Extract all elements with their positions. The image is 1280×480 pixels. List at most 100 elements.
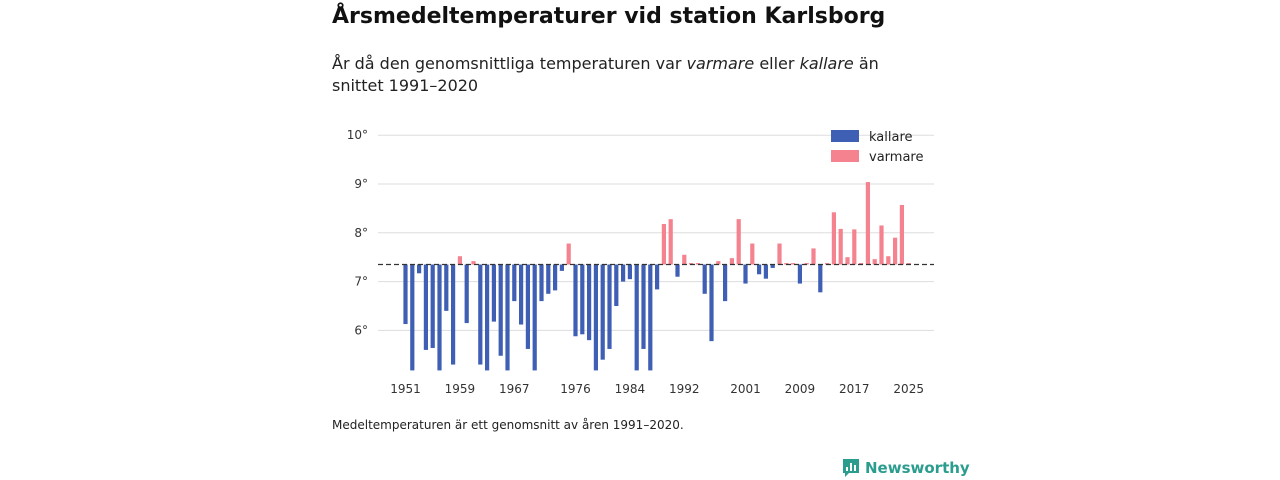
bar-cold xyxy=(648,264,653,371)
bar-cold xyxy=(702,264,707,294)
bar-warm xyxy=(906,263,911,265)
subtitle-warm-word: varmare xyxy=(686,54,755,73)
bar-cold xyxy=(675,264,680,277)
bar-cold xyxy=(757,264,762,275)
bar-cold xyxy=(532,264,537,371)
bar-cold xyxy=(770,264,775,268)
bar-cold xyxy=(723,264,728,302)
bar-cold xyxy=(818,264,823,293)
bar-cold xyxy=(403,264,408,325)
bar-warm xyxy=(811,248,816,265)
bar-cold xyxy=(553,264,558,291)
legend-swatch-warm xyxy=(831,150,859,162)
footnote: Medeltemperaturen är ett genomsnitt av å… xyxy=(332,418,684,432)
bar-warm xyxy=(852,229,857,265)
bar-cold xyxy=(444,264,449,311)
bar-warm xyxy=(804,263,809,265)
bar-cold xyxy=(627,264,632,280)
chart-subtitle: År då den genomsnittliga temperaturen va… xyxy=(332,53,932,97)
bar-warm xyxy=(893,237,898,265)
bar-cold xyxy=(423,264,428,350)
bar-cold xyxy=(525,264,530,349)
x-tick-label: 1959 xyxy=(445,382,476,396)
bar-cold xyxy=(593,264,598,371)
bar-cold xyxy=(546,264,551,294)
subtitle-suffix: än snittet 1991–2020 xyxy=(332,54,879,95)
bar-cold xyxy=(614,264,619,306)
bar-cold xyxy=(539,264,544,302)
bar-cold xyxy=(512,264,517,302)
bar-warm xyxy=(879,225,884,265)
bar-warm xyxy=(689,263,694,265)
subtitle-prefix: År då den genomsnittliga temperaturen va… xyxy=(332,54,682,73)
x-tick-label: 2001 xyxy=(730,382,761,396)
bar-cold xyxy=(797,264,802,284)
bar-cold xyxy=(559,264,564,271)
bar-cold xyxy=(607,264,612,349)
chart-title: Årsmedeltemperaturer vid station Karlsbo… xyxy=(332,4,886,29)
bar-cold xyxy=(417,264,422,274)
bar-cold xyxy=(410,264,415,371)
bar-warm xyxy=(668,219,673,265)
bar-cold xyxy=(430,264,435,348)
bar-warm xyxy=(872,259,877,265)
bar-cold xyxy=(621,264,626,282)
bar-cold xyxy=(587,264,592,341)
bar-cold xyxy=(519,264,524,325)
bar-warm xyxy=(859,263,864,265)
bar-warm xyxy=(886,256,891,265)
temperature-bar-chart: 6° 7° 8° 9° 10° 1951 1959 1967 1976 1984 1992 2001 2… xyxy=(347,128,934,396)
subtitle-or: eller xyxy=(759,54,795,73)
bar-warm xyxy=(729,258,734,265)
bar-cold xyxy=(451,264,456,365)
bar-warm xyxy=(777,243,782,265)
legend-label-cold: kallare xyxy=(869,130,913,145)
bar-warm xyxy=(838,228,843,265)
bar-warm xyxy=(825,263,830,265)
bar-warm xyxy=(695,263,700,265)
brand-logo[interactable]: Newsworthy xyxy=(842,458,970,478)
x-tick-label: 2009 xyxy=(785,382,816,396)
bar-warm xyxy=(457,256,462,265)
bar-warm xyxy=(784,263,789,265)
bar-cold xyxy=(580,264,585,335)
x-tick-label: 1967 xyxy=(499,382,530,396)
bar-cold xyxy=(464,264,469,324)
bar-warm xyxy=(865,182,870,265)
bar-warm xyxy=(899,204,904,265)
legend-label-warm: varmare xyxy=(869,150,923,165)
bar-warm xyxy=(566,243,571,265)
legend-swatch-cold xyxy=(831,130,859,142)
bar-cold xyxy=(491,264,496,322)
bar-cold xyxy=(634,264,639,371)
bar-warm xyxy=(831,212,836,265)
bar-warm xyxy=(661,224,666,265)
bar-cold xyxy=(505,264,510,371)
y-tick-label: 6° xyxy=(354,323,368,337)
bar-cold xyxy=(655,264,660,290)
x-tick-label: 1951 xyxy=(390,382,421,396)
bar-cold xyxy=(437,264,442,371)
x-tick-label: 1984 xyxy=(615,382,646,396)
x-tick-label: 1976 xyxy=(560,382,591,396)
y-tick-label: 10° xyxy=(347,128,368,142)
bar-cold xyxy=(485,264,490,371)
bar-warm xyxy=(845,257,850,265)
bar-cold xyxy=(763,264,768,279)
brand-name: Newsworthy xyxy=(865,459,970,477)
y-tick-label: 7° xyxy=(354,275,368,289)
y-tick-label: 8° xyxy=(354,226,368,240)
bar-cold xyxy=(743,264,748,284)
bar-cold xyxy=(573,264,578,337)
bar-warm xyxy=(791,263,796,265)
bar-cold xyxy=(709,264,714,342)
subtitle-cold-word: kallare xyxy=(799,54,854,73)
bar-cold xyxy=(478,264,483,365)
bar-warm xyxy=(716,261,721,265)
x-tick-label: 2025 xyxy=(893,382,924,396)
bar-warm xyxy=(682,254,687,265)
bar-cold xyxy=(498,264,503,356)
bar-cold xyxy=(641,264,646,349)
y-tick-label: 9° xyxy=(354,177,368,191)
bar-warm xyxy=(471,261,476,265)
